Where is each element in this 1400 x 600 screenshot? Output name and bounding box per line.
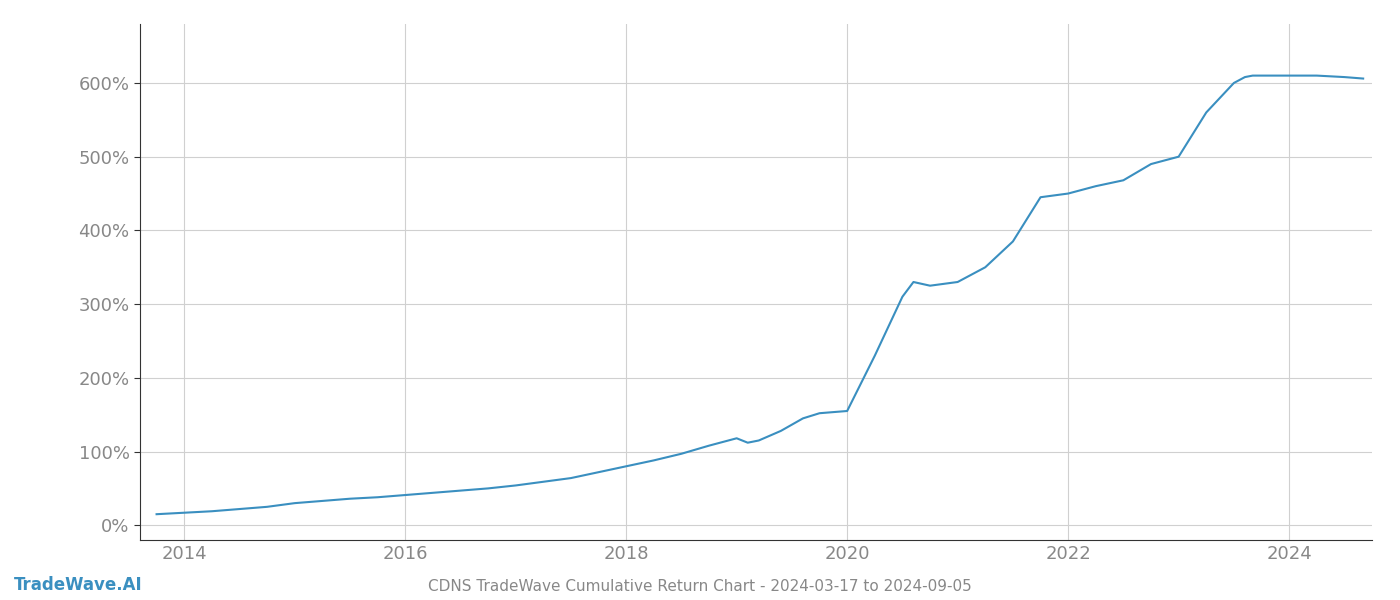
- Text: TradeWave.AI: TradeWave.AI: [14, 576, 143, 594]
- Text: CDNS TradeWave Cumulative Return Chart - 2024-03-17 to 2024-09-05: CDNS TradeWave Cumulative Return Chart -…: [428, 579, 972, 594]
